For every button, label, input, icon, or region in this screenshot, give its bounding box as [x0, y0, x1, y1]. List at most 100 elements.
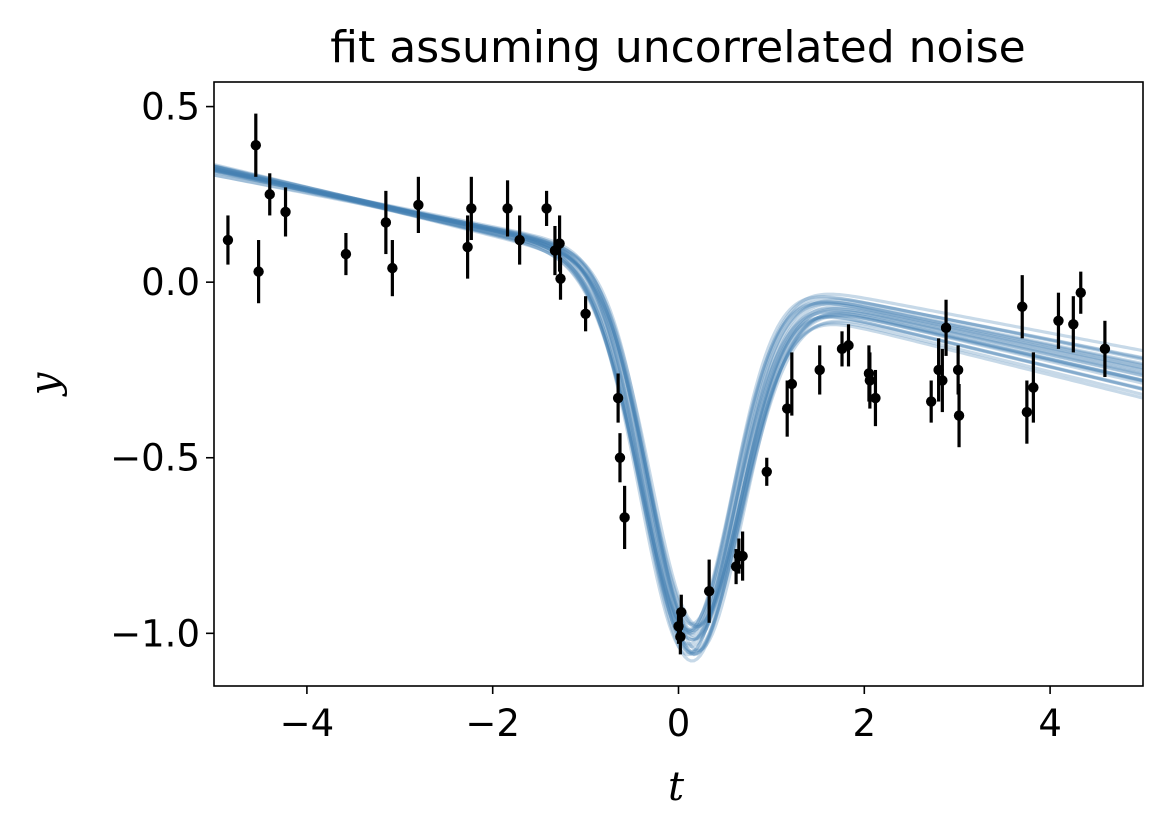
x-tick-label: 4 — [1038, 702, 1062, 745]
fit-curve — [214, 164, 1143, 654]
point-marker — [580, 308, 591, 319]
point-marker — [340, 248, 352, 260]
point-marker — [264, 189, 275, 200]
fit-curve — [214, 167, 1143, 635]
fit-curve — [214, 167, 1143, 629]
fit-curve — [214, 164, 1143, 657]
fit-curve — [214, 170, 1143, 626]
point-marker — [614, 452, 626, 463]
fit-curve — [214, 168, 1143, 642]
y-tick-label: −1.0 — [110, 612, 200, 655]
y-axis-label: y — [22, 371, 68, 397]
point-marker — [703, 585, 715, 597]
y-tick-label: 0.0 — [141, 261, 200, 304]
data-point — [953, 384, 965, 448]
point-marker — [554, 238, 565, 249]
point-marker — [253, 266, 264, 277]
fit-curve — [214, 164, 1143, 629]
data-point — [280, 187, 291, 237]
y-tick-label: −0.5 — [110, 437, 200, 480]
point-marker — [1028, 382, 1039, 393]
data-points — [222, 113, 1111, 655]
point-marker — [843, 340, 854, 351]
point-marker — [250, 140, 262, 151]
point-marker — [1099, 343, 1111, 355]
data-point — [925, 380, 937, 423]
data-point — [514, 215, 525, 265]
data-point — [786, 352, 798, 416]
data-point — [1099, 320, 1111, 377]
point-marker — [413, 199, 424, 211]
point-marker — [1021, 406, 1033, 418]
fit-curve — [214, 169, 1143, 633]
point-marker — [676, 607, 687, 618]
fit-curve — [214, 162, 1143, 641]
fit-curve — [214, 166, 1143, 642]
point-marker — [387, 262, 398, 274]
point-marker — [737, 550, 748, 562]
fit-curve — [214, 173, 1143, 646]
data-point — [1068, 296, 1079, 353]
point-marker — [781, 403, 793, 414]
data-point — [1075, 271, 1086, 314]
point-marker — [541, 203, 552, 214]
fit-curve — [214, 168, 1143, 653]
data-point — [1028, 352, 1039, 423]
data-point — [462, 215, 473, 279]
point-marker — [937, 375, 948, 386]
fit-curve — [214, 168, 1143, 627]
data-point — [1021, 380, 1033, 444]
point-marker — [612, 392, 624, 404]
point-marker — [514, 234, 525, 246]
point-marker — [466, 203, 477, 214]
fit-curves — [214, 162, 1143, 663]
data-point — [703, 559, 715, 623]
point-marker — [280, 206, 291, 218]
data-point — [580, 296, 591, 332]
point-marker — [555, 273, 566, 284]
data-point — [843, 324, 854, 367]
data-point — [619, 485, 630, 550]
fit-curve — [214, 164, 1143, 657]
point-marker — [380, 217, 392, 228]
y-tick-label: 0.5 — [141, 86, 200, 129]
point-marker — [1075, 287, 1086, 298]
x-tick-label: 0 — [667, 702, 691, 745]
point-marker — [1017, 301, 1028, 312]
data-point — [737, 531, 748, 581]
data-point — [940, 299, 952, 356]
data-point — [614, 433, 626, 483]
data-point — [781, 380, 793, 437]
data-point — [1017, 275, 1028, 339]
data-point — [937, 348, 948, 413]
x-tick-label: 2 — [853, 702, 877, 745]
data-point — [864, 352, 876, 409]
data-point — [761, 457, 772, 486]
x-tick-label: −2 — [465, 702, 520, 745]
fit-curve — [214, 173, 1143, 632]
x-tick-label: −4 — [280, 702, 335, 745]
data-point — [466, 176, 477, 241]
data-point — [340, 233, 352, 276]
fit-curve — [214, 166, 1143, 656]
x-axis-label: t — [668, 764, 685, 810]
point-marker — [619, 512, 630, 523]
data-point — [380, 190, 392, 255]
fit-curve — [214, 165, 1143, 656]
point-marker — [814, 364, 825, 376]
data-point — [555, 257, 566, 300]
data-point — [387, 240, 398, 297]
fit-curve — [214, 167, 1143, 638]
data-point — [814, 345, 825, 395]
point-marker — [870, 392, 881, 404]
chart-title: fit assuming uncorrelated noise — [330, 22, 1025, 73]
fit-curve — [214, 168, 1143, 633]
point-marker — [502, 203, 513, 214]
point-marker — [462, 241, 473, 253]
data-point — [250, 113, 262, 177]
point-marker — [675, 631, 686, 643]
data-point — [502, 180, 513, 237]
data-point — [264, 173, 275, 216]
fit-curve — [214, 164, 1143, 663]
